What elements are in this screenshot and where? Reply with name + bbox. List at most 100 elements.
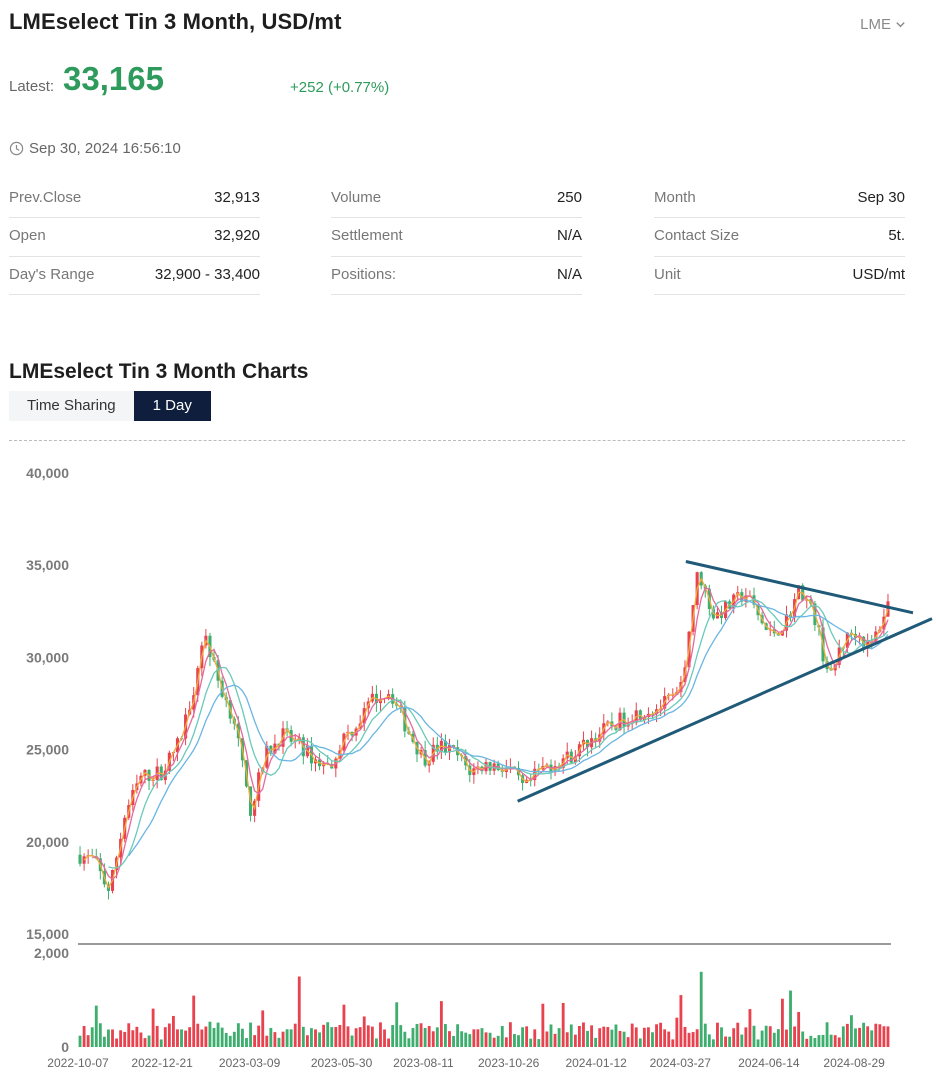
stat-row: Volume 250 — [331, 180, 582, 218]
volume-bar — [310, 1028, 313, 1047]
volume-bar — [131, 1030, 135, 1047]
stat-value: 32,913 — [214, 189, 260, 206]
price-chart[interactable]: 40,000 35,000 30,000 25,000 20,000 15,000 2,00… — [0, 446, 936, 1072]
volume-bar — [269, 1027, 273, 1047]
volume-bars — [78, 971, 890, 1047]
volume-bar — [228, 1035, 232, 1047]
volume-bar — [297, 976, 301, 1047]
volume-bar — [322, 1024, 326, 1047]
volume-bar — [573, 1034, 577, 1047]
stat-value: 250 — [556, 189, 582, 206]
page-title: LMEselect Tin 3 Month, USD/mt — [9, 9, 342, 34]
date-tick-label: 2024-06-14 — [738, 1056, 800, 1070]
stat-value: 32,900 - 33,400 — [154, 265, 260, 283]
volume-bar — [801, 1031, 805, 1047]
volume-bar — [687, 1032, 691, 1047]
volume-bar — [236, 1023, 240, 1047]
volume-bar — [358, 1027, 362, 1047]
volume-bar — [350, 1035, 354, 1047]
volume-bar — [464, 1032, 468, 1047]
volume-bar — [521, 1027, 524, 1047]
volume-bar — [760, 1030, 764, 1047]
volume-bar — [776, 1029, 780, 1047]
volume-bar — [797, 1011, 801, 1047]
volume-bar — [472, 1029, 476, 1047]
volume-bar — [541, 1003, 545, 1047]
volume-bar — [423, 1027, 427, 1047]
volume-bar — [374, 1038, 378, 1047]
volume-bar — [293, 1023, 297, 1047]
volume-bar — [683, 1026, 687, 1047]
tab-1-day[interactable]: 1 Day — [133, 391, 211, 421]
price-tick-label: 35,000 — [26, 557, 69, 573]
volume-bar — [362, 1016, 366, 1047]
volume-bar — [533, 1029, 537, 1047]
volume-bar — [107, 1029, 110, 1047]
volume-bar — [590, 1025, 594, 1047]
volume-bar — [557, 1028, 561, 1047]
volume-bar — [448, 1031, 451, 1047]
volume-bar — [330, 1027, 334, 1047]
volume-bar — [188, 1027, 192, 1047]
stat-value: 5t. — [888, 227, 905, 244]
volume-bar — [732, 1028, 736, 1047]
volume-bar — [837, 1037, 841, 1047]
exchange-selector[interactable]: LME — [860, 16, 906, 33]
volume-bar — [452, 1035, 455, 1047]
candle-body — [82, 856, 86, 864]
volume-bar — [565, 1032, 569, 1047]
volume-bar — [180, 1029, 183, 1047]
volume-bar — [850, 1015, 853, 1047]
tab-time-sharing[interactable]: Time Sharing — [9, 391, 134, 421]
volume-bar — [691, 1032, 695, 1047]
volume-bar — [119, 1030, 123, 1047]
volume-bar — [602, 1026, 606, 1047]
volume-bar — [679, 995, 683, 1047]
volume-bar — [305, 1035, 309, 1047]
volume-bar — [261, 1010, 265, 1047]
date-tick-label: 2023-08-11 — [393, 1056, 454, 1070]
volume-bar — [265, 1035, 269, 1047]
volume-bar — [744, 1027, 748, 1047]
latest-label: Latest: — [9, 78, 55, 95]
volume-bar — [171, 1015, 175, 1047]
volume-bar — [598, 1028, 602, 1047]
volume-bar — [379, 1022, 382, 1047]
volume-bar — [659, 1022, 663, 1047]
stat-row: Contact Size 5t. — [654, 218, 905, 257]
volume-bar — [772, 1032, 776, 1047]
volume-bar — [695, 1029, 699, 1047]
volume-bar — [135, 1026, 139, 1047]
volume-bar — [281, 1031, 285, 1047]
price-axis: 40,000 35,000 30,000 25,000 20,000 15,000 2,00… — [26, 465, 891, 1055]
ma20-line — [108, 598, 889, 869]
volume-bar — [411, 1028, 415, 1047]
volume-bar — [184, 1030, 188, 1047]
volume-bar — [720, 1027, 723, 1047]
date-axis: 2022-10-07 2022-12-21 2023-03-09 2023-05-30… — [47, 1056, 885, 1070]
volume-bar — [626, 1037, 630, 1047]
volume-bar — [285, 1029, 289, 1047]
volume-bar — [407, 1038, 411, 1047]
date-tick-label: 2022-12-21 — [131, 1056, 193, 1070]
volume-bar — [277, 1037, 281, 1047]
volume-bar — [90, 1027, 94, 1047]
trendline-upper — [685, 560, 914, 615]
volume-bar — [415, 1023, 419, 1047]
price-tick-label: 25,000 — [26, 742, 69, 758]
volume-bar — [484, 1032, 488, 1047]
volume-bar — [671, 1039, 675, 1047]
volume-bar — [391, 1025, 395, 1047]
volume-bar — [334, 1026, 338, 1047]
volume-bar — [610, 1029, 614, 1047]
date-tick-label: 2023-03-09 — [219, 1056, 281, 1070]
volume-bar — [257, 1025, 261, 1047]
stat-label: Prev.Close — [9, 189, 82, 206]
volume-bar — [98, 1023, 102, 1047]
trendlines — [517, 560, 933, 803]
exchange-label: LME — [860, 16, 891, 33]
volume-bar — [427, 1026, 431, 1047]
volume-bar — [630, 1023, 634, 1047]
volume-bar — [618, 1030, 622, 1047]
stat-value: N/A — [556, 227, 582, 244]
